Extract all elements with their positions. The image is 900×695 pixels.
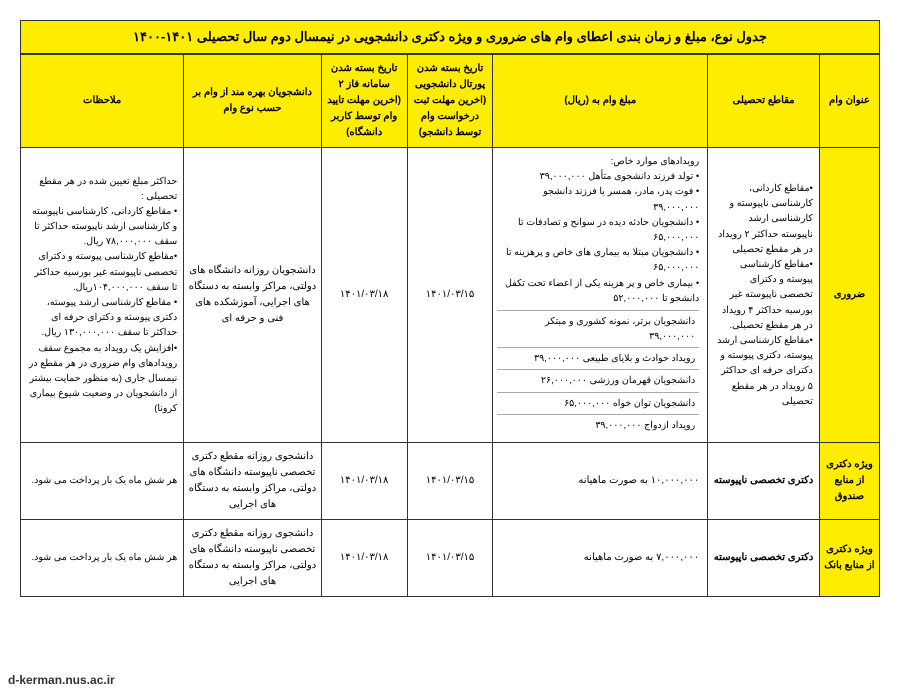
phd-fund-title: ویژه دکتری از منابع صندوق xyxy=(819,443,879,520)
phd-fund-amount: ۱۰,۰۰۰,۰۰۰ به صورت ماهیانه xyxy=(493,443,708,520)
event-item: • فوت پدر، مادر، همسر یا فرزند دانشجو ۳۹… xyxy=(497,184,699,214)
header-date-portal: تاریخ بسته شدن پورتال دانشجویی (اخرین مه… xyxy=(407,55,493,148)
sub-item: رویداد حوادث و بلایای طبیعی ۳۹,۰۰۰,۰۰۰ xyxy=(497,348,699,370)
header-notes: ملاحظات xyxy=(21,55,184,148)
essential-level: •مقاطع کاردانی، کارشناسی ناپیوسته و کارش… xyxy=(708,148,820,443)
sub-item: دانشجویان توان خواه ۶۵,۰۰۰,۰۰۰ xyxy=(497,392,699,414)
essential-notes: حداکثر مبلغ تعیین شده در هر مقطع تحصیلی … xyxy=(21,148,184,443)
header-date-phase2: تاریخ بسته شدن سامانه فاز ۲ (اخرین مهلت … xyxy=(321,55,407,148)
phd-fund-date-phase2: ۱۴۰۱/۰۳/۱۸ xyxy=(321,443,407,520)
sub-item: دانشجویان قهرمان ورزشی ۲۶,۰۰۰,۰۰۰ xyxy=(497,370,699,392)
header-level: مقاطع تحصیلی xyxy=(708,55,820,148)
header-row: عنوان وام مقاطع تحصیلی مبلغ وام به (ریال… xyxy=(21,55,880,148)
event-item: • تولد فرزند دانشجوی متأهل ۳۹,۰۰۰,۰۰۰ xyxy=(497,169,699,184)
phd-bank-title: ویژه دکتری از منابع بانک xyxy=(819,520,879,597)
row-phd-bank: ویژه دکتری از منابع بانک دکتری تخصصی ناپ… xyxy=(21,520,880,597)
phd-bank-amount: ۷,۰۰۰,۰۰۰ به صورت ماهیانه xyxy=(493,520,708,597)
essential-amount: رویدادهای موارد خاص: • تولد فرزند دانشجو… xyxy=(493,148,708,443)
event-item: • دانشجویان حادثه دیده در سوانح و تصادفا… xyxy=(497,215,699,245)
header-beneficiaries: دانشجویان بهره مند از وام بر حسب نوع وام xyxy=(184,55,321,148)
loan-table: عنوان وام مقاطع تحصیلی مبلغ وام به (ریال… xyxy=(20,54,880,597)
event-item: • دانشجویان مبتلا به بیماری های خاص و پر… xyxy=(497,245,699,275)
sub-item: رویداد ازدواج ۳۹,۰۰۰,۰۰۰ xyxy=(497,414,699,436)
header-amount: مبلغ وام به (ریال) xyxy=(493,55,708,148)
phd-fund-beneficiaries: دانشجوی روزانه مقطع دکتری تخصصی ناپیوسته… xyxy=(184,443,321,520)
phd-fund-notes: هر شش ماه یک بار پرداخت می شود. xyxy=(21,443,184,520)
essential-date-phase2: ۱۴۰۱/۰۳/۱۸ xyxy=(321,148,407,443)
header-loan-title: عنوان وام xyxy=(819,55,879,148)
row-phd-fund: ویژه دکتری از منابع صندوق دکتری تخصصی نا… xyxy=(21,443,880,520)
events-header: رویدادهای موارد خاص: xyxy=(497,154,699,169)
essential-date-portal: ۱۴۰۱/۰۳/۱۵ xyxy=(407,148,493,443)
footer-url: d-kerman.nus.ac.ir xyxy=(8,673,115,687)
phd-fund-level: دکتری تخصصی ناپیوسته xyxy=(708,443,820,520)
essential-beneficiaries: دانشجویان روزانه دانشگاه های دولتی، مراک… xyxy=(184,148,321,443)
phd-fund-date-portal: ۱۴۰۱/۰۳/۱۵ xyxy=(407,443,493,520)
phd-bank-date-portal: ۱۴۰۱/۰۳/۱۵ xyxy=(407,520,493,597)
phd-bank-level: دکتری تخصصی ناپیوسته xyxy=(708,520,820,597)
phd-bank-beneficiaries: دانشجوی روزانه مقطع دکتری تخصصی ناپیوسته… xyxy=(184,520,321,597)
essential-sub-table: دانشجویان برتر، نمونه کشوری و مبتکر ۳۹,۰… xyxy=(497,310,699,436)
row-essential: ضروری •مقاطع کاردانی، کارشناسی ناپیوسته … xyxy=(21,148,880,443)
table-title: جدول نوع، مبلغ و زمان بندی اعطای وام های… xyxy=(20,20,880,54)
phd-bank-date-phase2: ۱۴۰۱/۰۳/۱۸ xyxy=(321,520,407,597)
phd-bank-notes: هر شش ماه یک بار پرداخت می شود. xyxy=(21,520,184,597)
sub-item: دانشجویان برتر، نمونه کشوری و مبتکر ۳۹,۰… xyxy=(497,310,699,347)
event-item: • بیماری خاص و پر هزینه یکی از اعضاء تحت… xyxy=(497,276,699,306)
essential-title: ضروری xyxy=(819,148,879,443)
